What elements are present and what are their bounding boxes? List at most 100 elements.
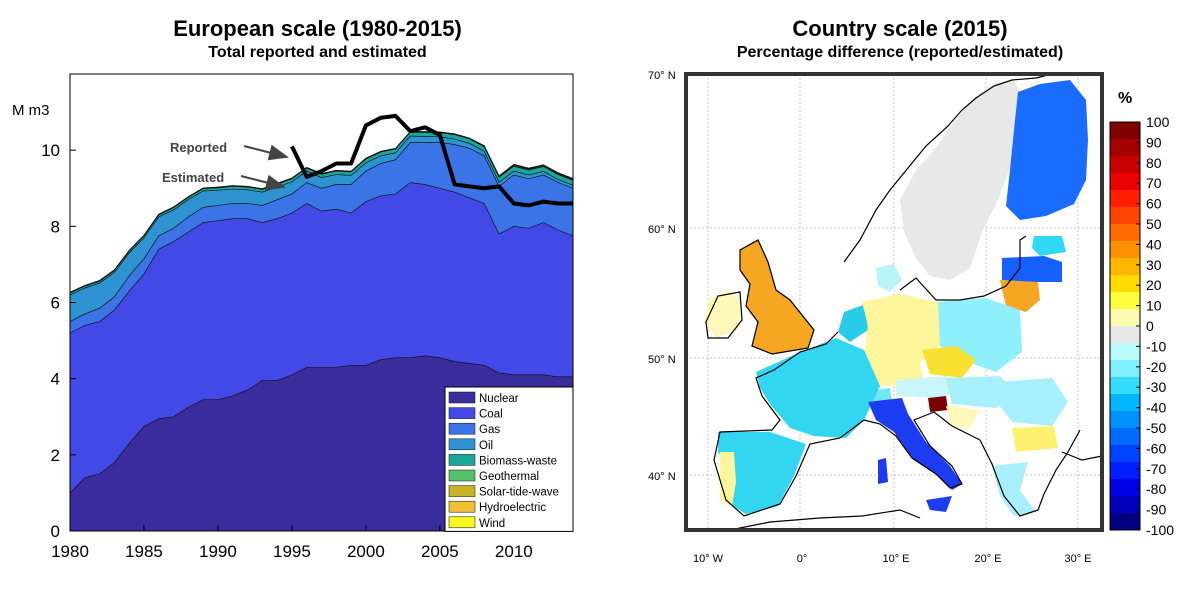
country-difference-map: 70° N 60° N 50° N 40° N 10° W 0° 10° E 2… — [648, 70, 1174, 565]
coast-ireland — [705, 291, 743, 339]
legend-label: Hydroelectric — [479, 502, 546, 514]
legend-label: Biomass-waste — [479, 455, 557, 467]
coast-continent-west — [713, 331, 865, 517]
colorbar-tick-label: -90 — [1146, 502, 1166, 518]
x-tick-label: 1990 — [199, 542, 237, 561]
reported-arrow — [243, 144, 289, 161]
coast-balkans — [979, 429, 1081, 517]
colorbar-segment — [1110, 156, 1140, 174]
x-tick-label: 2000 — [347, 542, 385, 561]
x-tick-label: 2010 — [495, 542, 533, 561]
legend: Nuclear Coal Gas Oil Biomass-waste Geothermal… — [444, 386, 574, 532]
colorbar: 1009080706050403020100-10-20-30-40-50-60… — [1109, 114, 1174, 538]
line-reported — [290, 113, 573, 208]
estonia — [1032, 236, 1066, 256]
colorbar-segment — [1110, 190, 1140, 208]
colorbar-tick-label: 100 — [1146, 114, 1170, 130]
reported-line-group — [290, 113, 573, 208]
colorbar-segment — [1110, 445, 1140, 463]
norway-sweden — [900, 80, 1022, 280]
italy — [868, 398, 962, 490]
colorbar-tick-label: -80 — [1146, 481, 1166, 497]
coast-uk — [739, 239, 815, 355]
colorbar-label: % — [1118, 90, 1132, 107]
colorbar-tick-label: -60 — [1146, 440, 1166, 456]
colorbar-segment — [1110, 275, 1140, 293]
estimated-annotation: Estimated — [162, 170, 286, 191]
colorbar-tick-label: -50 — [1146, 420, 1166, 436]
legend-label: Oil — [479, 440, 493, 452]
latvia — [1002, 256, 1062, 282]
x-tick-label: 1980 — [51, 542, 89, 561]
colorbar-segment — [1110, 343, 1140, 361]
legend-swatch — [448, 391, 476, 404]
y-tick-label: 6 — [51, 294, 60, 313]
colorbar-segment — [1110, 326, 1140, 344]
colorbar-tick-label: 70 — [1146, 175, 1162, 191]
colorbar-segment — [1110, 513, 1140, 531]
colorbar-tick-label: -40 — [1146, 400, 1166, 416]
estimated-annotation-label: Estimated — [162, 170, 224, 185]
denmark — [876, 264, 902, 292]
colorbar-segment — [1110, 496, 1140, 514]
x-tick-label: 1985 — [125, 542, 163, 561]
y-tick-label: 2 — [51, 446, 60, 465]
country-shapes — [704, 80, 1088, 516]
lon-label-30e: 30° E — [1064, 553, 1091, 565]
greece — [992, 462, 1036, 516]
y-tick-label: 0 — [51, 522, 60, 541]
lon-label-0: 0° — [797, 553, 808, 565]
colorbar-tick-label: 50 — [1146, 216, 1162, 232]
lat-label-50: 50° N — [648, 354, 676, 366]
coast-turkey — [1061, 451, 1103, 461]
coast-italy — [863, 411, 981, 489]
right-chart-subtitle: Percentage difference (reported/estimate… — [736, 44, 1064, 61]
colorbar-segment — [1110, 377, 1140, 395]
colorbar-segment — [1110, 479, 1140, 497]
colorbar-segment — [1110, 224, 1140, 242]
croatia — [946, 406, 980, 428]
legend-swatch — [448, 469, 476, 482]
colorbar-tick-label: 60 — [1146, 196, 1162, 212]
colorbar-tick-label: -70 — [1146, 461, 1166, 477]
colorbar-segment — [1110, 309, 1140, 327]
legend-label: Wind — [479, 518, 505, 530]
slovenia — [928, 396, 948, 412]
reported-annotation-label: Reported — [170, 140, 227, 155]
x-tick-label: 2005 — [421, 542, 459, 561]
coast-africa — [729, 509, 921, 531]
x-tick-label: 1995 — [273, 542, 311, 561]
romania — [998, 378, 1068, 426]
france — [756, 338, 880, 438]
axis-ticks-group: 1980 1985 1990 1995 2000 2005 2010 0 2 4 6 8 10 — [41, 141, 533, 561]
colorbar-segment — [1110, 258, 1140, 276]
colorbar-segment — [1110, 360, 1140, 378]
colorbar-segment — [1110, 241, 1140, 259]
sicily — [926, 496, 952, 512]
finland — [1006, 80, 1088, 220]
colorbar-tick-label: 80 — [1146, 155, 1162, 171]
netherlands-belgium — [838, 304, 868, 342]
czechia — [922, 346, 976, 378]
y-tick-label: 8 — [51, 217, 60, 236]
legend-swatch — [448, 422, 476, 435]
legend-label: Nuclear — [479, 393, 519, 405]
left-chart-title: European scale (1980-2015) — [173, 16, 462, 41]
colorbar-tick-label: -100 — [1146, 522, 1174, 538]
colorbar-segment — [1110, 428, 1140, 446]
legend-swatch — [448, 438, 476, 451]
lon-label-20e: 20° E — [974, 553, 1001, 565]
legend-label: Solar-tide-wave — [479, 487, 559, 499]
legend-label: Coal — [479, 409, 503, 421]
lon-label-10w: 10° W — [693, 553, 724, 565]
colorbar-tick-label: -30 — [1146, 379, 1166, 395]
legend-swatch — [448, 485, 476, 497]
colorbar-segment — [1110, 173, 1140, 191]
y-tick-label: 10 — [41, 141, 60, 160]
colorbar-segment — [1110, 292, 1140, 310]
lithuania — [1000, 280, 1040, 312]
colorbar-tick-label: 0 — [1146, 318, 1154, 334]
y-axis-label: M m3 — [12, 102, 50, 119]
colorbar-tick-label: 90 — [1146, 134, 1162, 150]
colorbar-segment — [1110, 139, 1140, 157]
